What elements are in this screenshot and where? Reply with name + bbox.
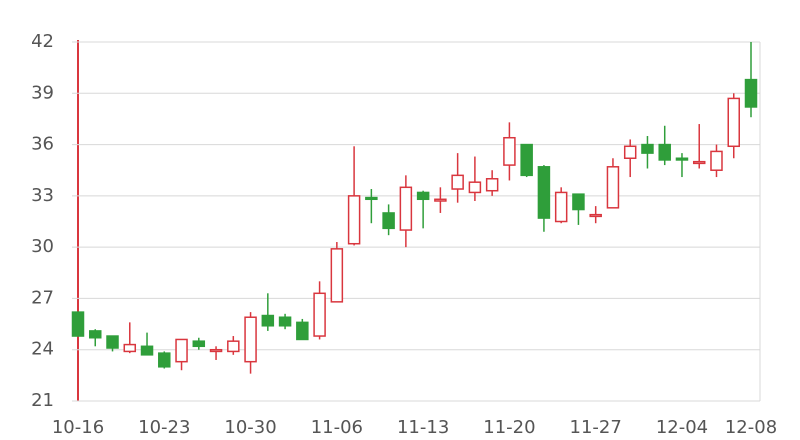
candle-body xyxy=(175,338,188,363)
candle-body xyxy=(485,178,499,192)
candle-body xyxy=(641,143,654,154)
candle-body xyxy=(572,193,585,211)
y-tick-label: 30 xyxy=(31,236,54,257)
candle-body xyxy=(89,330,102,339)
candle-body xyxy=(589,213,602,218)
candle-body xyxy=(140,345,154,356)
candle-body xyxy=(261,314,275,327)
y-tick-label: 21 xyxy=(31,390,54,411)
candle-body xyxy=(710,150,723,171)
candle-body xyxy=(244,316,257,363)
y-tick-label: 24 xyxy=(31,339,54,360)
y-tick-label: 39 xyxy=(31,82,54,103)
candle-body xyxy=(192,340,206,348)
candle-body xyxy=(623,145,637,159)
candle-body xyxy=(727,97,740,148)
candle-body xyxy=(209,348,223,353)
candle-body xyxy=(71,311,85,337)
candle-body xyxy=(382,212,395,230)
y-tick-label: 33 xyxy=(31,185,54,206)
x-tick-label: 10-30 xyxy=(224,417,276,438)
candle-body xyxy=(520,143,533,177)
x-tick-label: 12-04 xyxy=(656,417,708,438)
candle-body xyxy=(365,196,378,201)
candle-body xyxy=(158,352,171,368)
candle-body xyxy=(278,316,292,327)
x-tick-label: 11-27 xyxy=(570,417,622,438)
candle-body xyxy=(537,166,551,219)
candle-body xyxy=(123,343,137,353)
x-tick-label: 11-06 xyxy=(311,417,363,438)
candle-body xyxy=(692,160,706,165)
candle-body xyxy=(675,157,689,161)
candle-body xyxy=(296,321,309,341)
candle-body xyxy=(106,335,119,349)
candle-body xyxy=(451,174,464,190)
candle-body xyxy=(313,292,326,337)
candle-body xyxy=(554,191,568,223)
candle-body xyxy=(658,143,671,161)
x-tick-label: 11-13 xyxy=(397,417,449,438)
candle-body xyxy=(416,191,430,201)
candle-body xyxy=(744,78,758,108)
x-tick-label: 12-08 xyxy=(725,417,777,438)
x-tick-label: 10-16 xyxy=(52,417,104,438)
candle-body xyxy=(434,198,447,202)
candle-body xyxy=(399,186,413,231)
candle-body xyxy=(503,136,516,166)
candle-body xyxy=(606,166,620,209)
candle-body xyxy=(330,248,344,303)
y-tick-label: 27 xyxy=(31,287,54,308)
y-tick-label: 42 xyxy=(31,31,54,52)
x-tick-label: 10-23 xyxy=(138,417,190,438)
y-tick-label: 36 xyxy=(31,134,54,155)
candle-body xyxy=(468,181,482,194)
candle-body xyxy=(227,340,240,353)
candle-body xyxy=(347,195,361,245)
x-tick-label: 11-20 xyxy=(483,417,535,438)
